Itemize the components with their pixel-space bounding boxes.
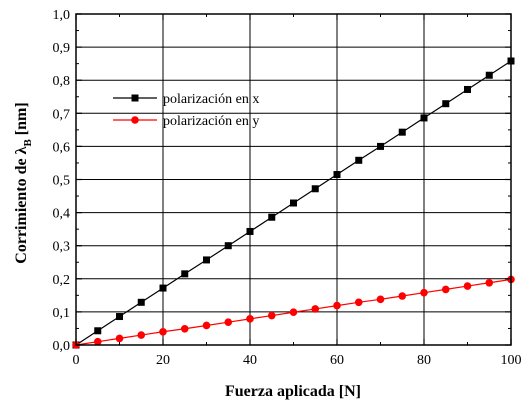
- y-axis-title-subscript: B: [22, 139, 34, 147]
- series-0-point-6: [203, 256, 210, 264]
- series-1-point-4: [159, 327, 167, 336]
- series-0-point-19: [485, 71, 493, 79]
- x-tick-label-0: 0: [73, 353, 80, 368]
- series-0-point-1: [94, 327, 102, 335]
- series-1-point-6: [202, 321, 211, 330]
- legend-label-1: polarización en y: [163, 114, 259, 129]
- x-tick-label-4: 80: [417, 353, 431, 368]
- series-0-point-14: [377, 142, 384, 150]
- legend: polarización en x polarización en y: [113, 92, 259, 129]
- y-tick-label-8: 0,8: [53, 74, 71, 89]
- series-0-point-5: [181, 270, 189, 278]
- y-axis-title-main: Corrimiento de λ: [13, 146, 30, 263]
- series-0-point-8: [246, 227, 254, 235]
- legend-item-0: polarización en x: [113, 92, 259, 107]
- y-tick-label-5: 0,5: [53, 174, 71, 189]
- series-1-point-5: [180, 324, 189, 333]
- series-0-point-2: [116, 313, 123, 321]
- legend-item-1: polarización en y: [113, 114, 259, 129]
- y-axis-title: Corrimiento de λB [nm]: [13, 102, 34, 263]
- series-0-point-15: [398, 128, 406, 136]
- series-0-point-17: [442, 100, 450, 108]
- y-tick-label-4: 0,4: [53, 207, 71, 222]
- x-tick-label-5: 100: [501, 353, 522, 368]
- series-1-point-14: [376, 295, 385, 304]
- series-layer: [72, 57, 515, 349]
- series-1: [72, 275, 515, 349]
- tick-labels: 0 20 40 60 80 100 0,0 0,1 0,2 0,3 0,4 0,5 0,6 0,7 0,8 0…: [53, 8, 522, 368]
- series-0-point-11: [311, 185, 319, 193]
- grid: [76, 14, 511, 345]
- series-0-point-10: [290, 199, 297, 207]
- y-tick-label-9: 0,9: [53, 41, 71, 56]
- y-tick-label-3: 0,3: [53, 240, 71, 255]
- y-tick-label-7: 0,7: [53, 107, 71, 122]
- series-1-point-9: [267, 311, 276, 320]
- series-1-point-1: [93, 337, 102, 346]
- series-1-point-19: [485, 278, 494, 287]
- series-1-point-2: [115, 334, 124, 343]
- series-0-point-4: [159, 284, 167, 292]
- y-tick-label-1: 0,1: [53, 306, 71, 321]
- x-tick-label-2: 40: [243, 353, 257, 368]
- series-0-point-3: [137, 298, 145, 306]
- series-1-point-18: [463, 282, 472, 290]
- y-tick-label-0: 0,0: [53, 339, 71, 354]
- x-tick-label-3: 60: [330, 353, 344, 368]
- series-0: [72, 57, 515, 349]
- series-1-point-12: [333, 301, 341, 310]
- series-1-point-3: [137, 331, 146, 339]
- series-0-point-9: [268, 213, 276, 221]
- y-tick-label-10: 1,0: [53, 8, 71, 23]
- series-1-point-13: [354, 298, 363, 307]
- series-1-point-11: [311, 305, 320, 313]
- series-1-point-10: [289, 308, 298, 317]
- series-1-point-8: [246, 315, 254, 323]
- ticks: [75, 13, 512, 346]
- legend-marker-0: [131, 94, 139, 102]
- series-0-point-13: [355, 156, 363, 164]
- series-0-point-12: [333, 171, 341, 179]
- legend-label-0: polarización en x: [163, 92, 259, 107]
- legend-marker-1: [131, 116, 139, 124]
- x-tick-label-1: 20: [156, 353, 170, 368]
- series-0-point-16: [420, 114, 428, 122]
- series-1-point-16: [420, 288, 428, 297]
- y-tick-label-6: 0,6: [53, 140, 71, 155]
- y-tick-label-2: 0,2: [53, 273, 71, 288]
- series-1-point-15: [398, 292, 407, 300]
- series-0-point-18: [464, 85, 471, 93]
- y-axis-title-unit: [nm]: [13, 102, 30, 139]
- series-1-point-17: [441, 285, 450, 294]
- series-0-point-7: [224, 242, 232, 250]
- x-axis-title: Fuerza aplicada [N]: [225, 383, 361, 400]
- series-1-point-7: [224, 318, 233, 326]
